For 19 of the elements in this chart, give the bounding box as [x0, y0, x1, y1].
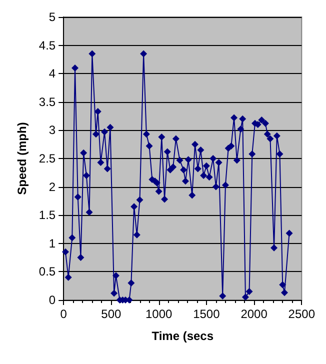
x-tick-label: 1000 — [145, 307, 172, 321]
y-tick-label: 4 — [48, 66, 56, 81]
x-tick-label: 2500 — [288, 307, 316, 321]
y-tick-label: 5 — [48, 10, 56, 24]
y-tick-label: 3 — [48, 123, 56, 138]
x-tick-label: 0 — [60, 307, 68, 321]
y-tick-label: 1.5 — [38, 208, 56, 222]
y-axis-title: Speed (mph) — [15, 122, 29, 195]
y-tick-label: 2 — [48, 180, 56, 194]
x-tick-label: 2000 — [240, 307, 268, 321]
y-tick-label: 4.5 — [38, 38, 56, 52]
y-tick-label: 2.5 — [38, 152, 56, 166]
y-tick-label: 1 — [48, 236, 56, 250]
x-tick-label: 1500 — [193, 307, 220, 321]
x-axis-title: Time (secs — [152, 329, 214, 343]
y-tick-label: 0 — [48, 293, 56, 307]
y-tick-label: 0.5 — [38, 264, 56, 279]
y-tick-label: 3.5 — [38, 94, 56, 109]
x-tick-label: 500 — [101, 307, 122, 321]
